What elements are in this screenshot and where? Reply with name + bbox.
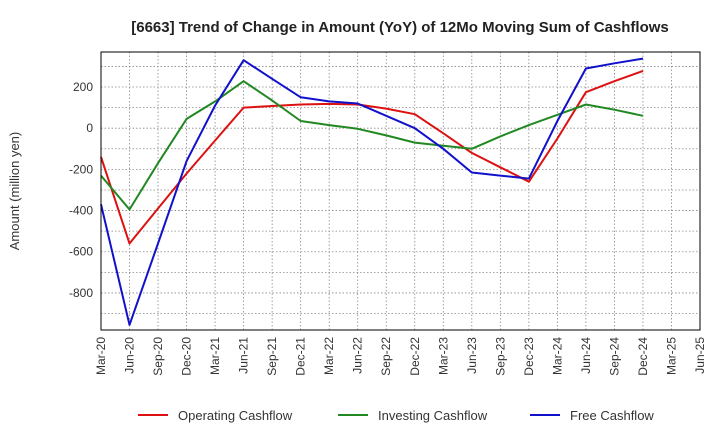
series-line <box>100 57 644 326</box>
x-tick-label: Sep-21 <box>265 337 279 376</box>
x-tick-label: Mar-21 <box>208 337 222 375</box>
x-tick-label: Jun-22 <box>351 337 365 374</box>
legend: Operating Cashflow Investing Cashflow Free… <box>138 408 654 423</box>
x-tick-label: Sep-22 <box>379 337 393 376</box>
x-tick-label: Dec-21 <box>294 337 308 376</box>
x-tick-label: Sep-20 <box>151 337 165 376</box>
x-tick-labels: Mar-20 Jun-20 Sep-20 Dec-20 Mar-21 Jun-21 Sep-… <box>94 337 707 376</box>
x-tick-label: Dec-20 <box>180 337 194 376</box>
x-tick-label: Jun-24 <box>579 337 593 374</box>
series-lines <box>100 57 644 326</box>
x-tick-label: Mar-23 <box>436 337 450 375</box>
y-tick-label: 0 <box>86 121 93 135</box>
series-line <box>100 69 644 245</box>
y-tick-label: -400 <box>69 204 93 218</box>
x-tick-label: Mar-22 <box>322 337 336 375</box>
y-tick-label: -600 <box>69 245 93 259</box>
x-tick-label: Jun-21 <box>237 337 251 374</box>
x-tick-label: Jun-23 <box>465 337 479 374</box>
y-tick-label: -200 <box>69 162 93 176</box>
y-axis-label: Amount (million yen) <box>7 132 22 251</box>
y-tick-labels: 200 0 -200 -400 -600 -800 <box>69 80 93 300</box>
x-tick-label: Dec-22 <box>408 337 422 376</box>
y-tick-label: -800 <box>69 286 93 300</box>
series-line <box>100 80 644 211</box>
x-tick-label: Jun-20 <box>123 337 137 374</box>
legend-label: Free Cashflow <box>570 408 654 423</box>
x-tick-label: Mar-20 <box>94 337 108 375</box>
x-tick-label: Mar-25 <box>664 337 678 375</box>
x-tick-label: Mar-24 <box>550 337 564 375</box>
grid <box>101 52 700 330</box>
chart-title: [6663] Trend of Change in Amount (YoY) o… <box>131 19 669 36</box>
y-tick-label: 200 <box>73 80 93 94</box>
x-tick-label: Jun-25 <box>693 337 707 374</box>
x-tick-label: Sep-24 <box>607 337 621 376</box>
x-tick-label: Sep-23 <box>493 337 507 376</box>
x-tick-label: Dec-24 <box>636 337 650 376</box>
x-tick-label: Dec-23 <box>522 337 536 376</box>
legend-label: Investing Cashflow <box>378 408 488 423</box>
legend-label: Operating Cashflow <box>178 408 293 423</box>
plot-frame <box>100 51 701 331</box>
